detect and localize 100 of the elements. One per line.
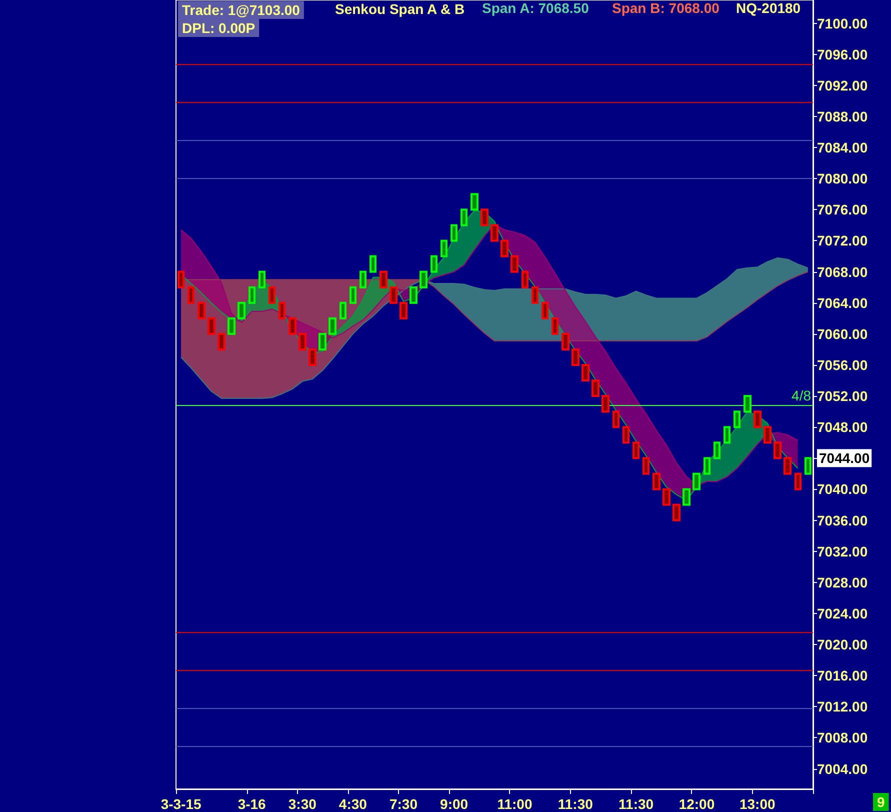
candlestick <box>682 488 690 506</box>
candlestick <box>622 426 630 444</box>
candlestick <box>794 472 802 490</box>
y-tick-label: 7020.00 <box>817 636 868 653</box>
candlestick <box>470 193 478 211</box>
y-tick-label: 7032.00 <box>817 543 868 560</box>
x-tick-label: 3-16 <box>238 796 266 812</box>
candlestick <box>288 317 296 335</box>
candlestick <box>308 348 316 366</box>
candlestick <box>642 457 650 475</box>
candlestick <box>692 472 700 490</box>
x-tick-label: 12:00 <box>678 796 715 812</box>
candlestick <box>522 270 528 288</box>
x-tick-label: 3:30 <box>288 796 317 812</box>
y-tick-label: 7088.00 <box>817 108 868 124</box>
y-tick-label: 7044.00 <box>819 450 870 466</box>
y-tick-label: 7048.00 <box>817 419 868 436</box>
candlestick <box>298 332 306 350</box>
y-tick-label: 7096.00 <box>817 46 868 62</box>
candlestick <box>420 270 428 288</box>
candlestick <box>510 255 518 273</box>
candlestick <box>188 286 194 304</box>
y-tick-label: 7024.00 <box>817 605 868 622</box>
candlestick <box>764 426 772 444</box>
x-tick-label: 11:00 <box>497 796 532 812</box>
candlestick <box>440 240 448 258</box>
annotation: 4/8 <box>792 387 812 404</box>
y-tick-label: 7084.00 <box>817 140 868 156</box>
candlestick <box>582 364 590 382</box>
candlestick <box>724 426 730 444</box>
annotation: Span B: 7068.00 <box>612 0 720 16</box>
candlestick <box>178 270 184 288</box>
candlestick <box>318 332 326 350</box>
candlestick <box>532 286 538 304</box>
x-tick-label: 4:30 <box>338 796 368 812</box>
y-tick-label: 7040.00 <box>817 481 868 498</box>
candlestick <box>652 472 660 490</box>
candlestick <box>460 208 468 226</box>
candlestick <box>218 332 226 350</box>
candlestick <box>370 255 376 273</box>
y-tick-label: 7052.00 <box>817 388 868 404</box>
y-tick-label: 7064.00 <box>817 294 868 311</box>
candlestick <box>612 410 620 428</box>
candlestick <box>208 317 216 335</box>
candlestick <box>410 286 418 304</box>
candlestick <box>804 457 812 475</box>
x-tick-label: 9:00 <box>440 796 468 812</box>
y-tick-label: 7016.00 <box>817 668 868 684</box>
candlestick <box>704 457 710 475</box>
y-tick-label: 7004.00 <box>817 760 868 777</box>
y-tick-label: 7056.00 <box>817 356 868 373</box>
annotation: NQ-20180 <box>736 0 801 16</box>
candlestick <box>542 302 548 320</box>
y-tick-label: 7100.00 <box>817 15 868 32</box>
y-tick-label: 7036.00 <box>817 512 868 528</box>
x-tick-label: 3-3-15 <box>160 796 202 812</box>
candlestick <box>328 317 336 335</box>
candlestick <box>238 302 246 320</box>
candlestick <box>350 286 356 304</box>
candlestick <box>480 208 488 226</box>
candlestick <box>228 317 236 335</box>
annotation: DPL: 0.00P <box>182 20 256 36</box>
candlestick <box>390 286 398 304</box>
candlestick <box>774 442 782 460</box>
candlestick <box>278 302 286 320</box>
candlestick <box>754 410 762 428</box>
y-tick-label: 7068.00 <box>817 264 868 280</box>
candlestick <box>258 270 266 288</box>
candlestick <box>268 286 276 304</box>
y-tick-label: 7092.00 <box>817 77 868 94</box>
candlestick <box>662 488 670 506</box>
candlestick <box>380 270 388 288</box>
candlestick <box>592 380 600 398</box>
candlestick <box>248 286 256 304</box>
candlestick <box>734 410 740 428</box>
candlestick <box>360 270 366 288</box>
y-tick-label: 7072.00 <box>817 232 868 249</box>
y-tick-label: 7012.00 <box>817 698 868 715</box>
candlestick <box>714 442 720 460</box>
annotation: Trade: 1@7103.00 <box>182 2 300 18</box>
candlestick <box>450 224 458 242</box>
y-tick-label: 7060.00 <box>817 326 868 342</box>
candlestick <box>500 240 508 258</box>
candlestick <box>340 302 346 320</box>
candlestick <box>602 395 610 413</box>
text: 9 <box>877 794 885 810</box>
x-tick-label: 11:30 <box>618 796 654 812</box>
x-tick-label: 7:30 <box>389 796 418 812</box>
y-tick-label: 7076.00 <box>817 202 868 218</box>
y-tick-label: 7028.00 <box>817 574 868 590</box>
candlestick <box>572 348 580 366</box>
annotation: Span A: 7068.50 <box>482 0 590 16</box>
candlestick <box>198 302 206 320</box>
chart-title: Senkou Span A & B <box>335 1 465 17</box>
y-tick-label: 7008.00 <box>817 730 868 746</box>
candlestick <box>784 457 792 475</box>
candlestick <box>744 395 752 413</box>
candlestick <box>562 332 570 350</box>
y-tick-label: 7080.00 <box>817 170 868 187</box>
candlestick <box>672 504 680 522</box>
